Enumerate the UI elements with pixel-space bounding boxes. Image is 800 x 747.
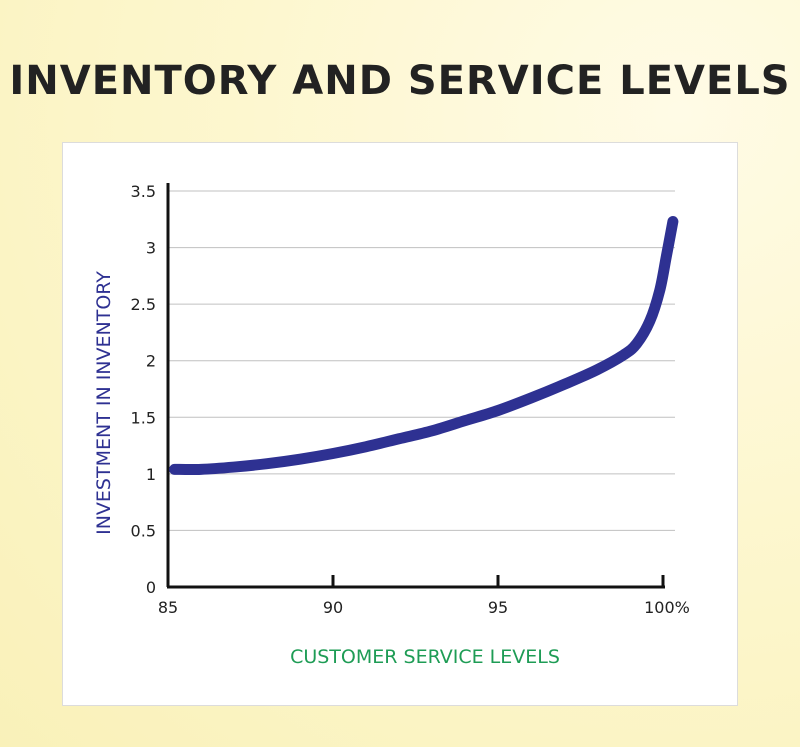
y-tick-label: 3 xyxy=(146,239,156,258)
y-tick-label: 1 xyxy=(146,465,156,484)
x-tick-label: 90 xyxy=(323,598,343,617)
series-group xyxy=(169,216,679,475)
grid-lines xyxy=(168,190,675,531)
y-tick-label: 2.5 xyxy=(131,295,156,314)
y-tick-label: 2 xyxy=(146,352,156,371)
chart-panel: 85 90 95 100% 0 0.5 1 1.5 2 2.5 3 3.5 CUSTOMER SER… xyxy=(62,142,738,706)
x-tick-label: 85 xyxy=(158,598,178,617)
x-tick-label: 95 xyxy=(488,598,508,617)
y-axis-title: INVESTMENT IN INVENTORY xyxy=(93,271,115,535)
chart-title: INVENTORY AND SERVICE LEVELS xyxy=(9,58,791,104)
y-tick-label: 0 xyxy=(146,578,156,597)
series-line xyxy=(169,216,679,475)
y-tick-label: 0.5 xyxy=(131,521,156,540)
axes xyxy=(166,183,665,589)
line-chart: 85 90 95 100% 0 0.5 1 1.5 2 2.5 3 3.5 CUSTOMER SER… xyxy=(93,182,690,668)
y-axis-ticks: 0 0.5 1 1.5 2 2.5 3 3.5 xyxy=(131,182,156,597)
y-tick-label: 1.5 xyxy=(131,408,156,427)
y-tick-label: 3.5 xyxy=(131,182,156,201)
x-tick-label: 100% xyxy=(644,598,690,617)
x-axis-ticks: 85 90 95 100% xyxy=(158,575,690,617)
x-axis-title: CUSTOMER SERVICE LEVELS xyxy=(290,646,560,668)
